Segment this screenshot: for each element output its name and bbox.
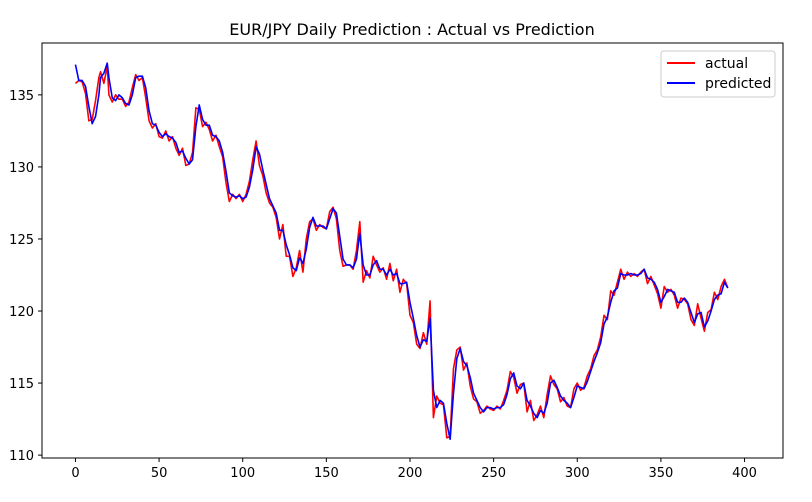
series-line-predicted — [74, 62, 729, 441]
x-tick-label: 150 — [314, 466, 339, 481]
x-tick-label: 300 — [565, 466, 590, 481]
legend-label-actual: actual — [705, 56, 748, 72]
y-tick-label: 120 — [9, 305, 34, 320]
y-tick-label: 135 — [9, 89, 34, 104]
x-tick-label: 350 — [648, 466, 673, 481]
series-line-actual — [74, 65, 729, 439]
y-tick-label: 110 — [9, 449, 34, 464]
y-axis: 110 115 120 125 130 135 — [9, 89, 42, 464]
chart-title: EUR/JPY Daily Prediction : Actual vs Pre… — [229, 20, 594, 39]
y-tick-label: 125 — [9, 233, 34, 248]
x-tick-label: 100 — [230, 466, 255, 481]
y-tick-label: 130 — [9, 161, 34, 176]
x-tick-label: 200 — [398, 466, 423, 481]
axes-frame — [41, 42, 784, 459]
y-tick-label: 115 — [9, 377, 34, 392]
x-axis: 0 50 100 150 200 250 300 350 400 — [71, 458, 757, 481]
x-tick-label: 50 — [151, 466, 168, 481]
legend: actual predicted — [660, 50, 776, 98]
x-tick-label: 400 — [732, 466, 757, 481]
legend-label-predicted: predicted — [705, 76, 771, 92]
x-tick-label: 0 — [71, 466, 79, 481]
plot-area — [74, 62, 729, 441]
x-tick-label: 250 — [481, 466, 506, 481]
